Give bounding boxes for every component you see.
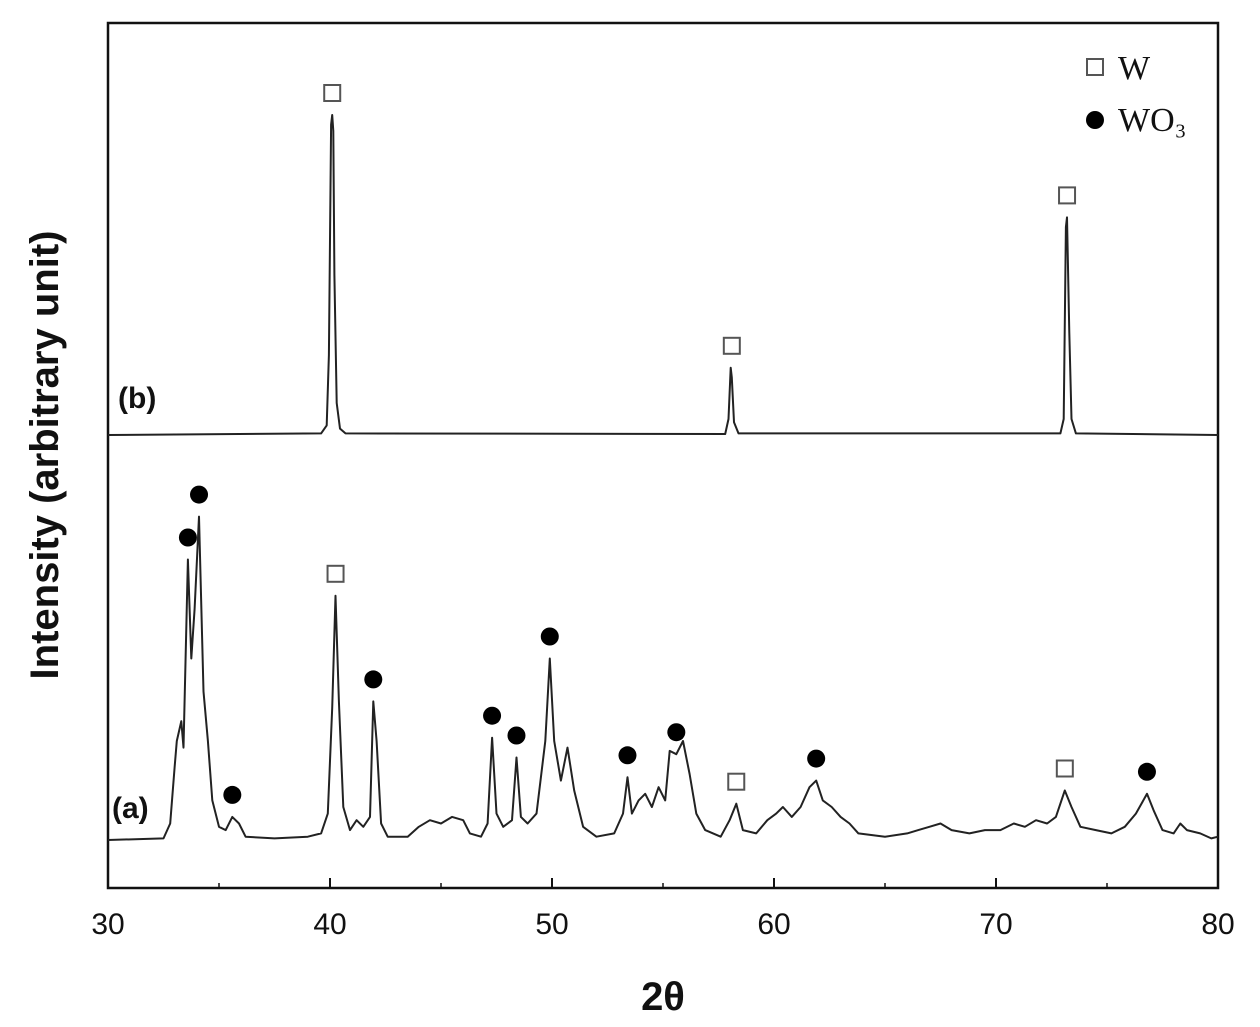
w-peak-marker bbox=[326, 564, 345, 583]
wo3-peak-marker bbox=[667, 723, 686, 742]
wo3-peak-marker bbox=[483, 706, 502, 725]
w-peak-marker bbox=[727, 772, 746, 791]
w-peak-marker bbox=[323, 84, 342, 102]
wo3-peak-marker bbox=[807, 749, 826, 768]
x-tick-label: 70 bbox=[979, 908, 1012, 941]
peak-markers bbox=[178, 84, 1156, 804]
x-axis-ticks: 30 40 50 60 70 80 bbox=[91, 878, 1235, 941]
legend-label: WO₃ bbox=[1118, 102, 1187, 139]
series-layer: (b) (a) bbox=[107, 114, 1219, 841]
x-tick-label: 30 bbox=[91, 908, 124, 941]
w-peak-marker bbox=[1058, 186, 1077, 205]
y-axis-title: Intensity (arbitrary unit) bbox=[23, 231, 67, 680]
wo3-peak-marker bbox=[1137, 762, 1156, 781]
legend: W WO₃ bbox=[1086, 50, 1187, 139]
legend-w-marker bbox=[1086, 58, 1104, 76]
wo3-peak-marker bbox=[190, 485, 209, 504]
wo3-peak-marker bbox=[540, 627, 559, 646]
legend-wo3-marker bbox=[1086, 111, 1104, 129]
x-tick-label: 60 bbox=[757, 908, 790, 941]
x-tick-label: 50 bbox=[535, 908, 568, 941]
wo3-peak-marker bbox=[364, 670, 383, 689]
x-tick-label: 80 bbox=[1201, 908, 1234, 941]
wo3-peak-marker bbox=[507, 726, 526, 745]
wo3-peak-marker bbox=[178, 528, 197, 547]
legend-label: W bbox=[1118, 50, 1151, 87]
x-axis-title: 2θ bbox=[641, 975, 685, 1019]
plot-frame bbox=[106, 21, 1220, 890]
wo3-peak-marker bbox=[618, 746, 637, 765]
series-line-a bbox=[107, 515, 1219, 841]
w-peak-marker bbox=[722, 336, 741, 355]
x-tick-label: 40 bbox=[313, 908, 346, 941]
series-label: (b) bbox=[118, 382, 156, 415]
wo3-peak-marker bbox=[223, 785, 242, 804]
series-line-b bbox=[107, 114, 1219, 436]
w-peak-marker bbox=[1055, 759, 1074, 778]
series-label: (a) bbox=[112, 792, 149, 825]
